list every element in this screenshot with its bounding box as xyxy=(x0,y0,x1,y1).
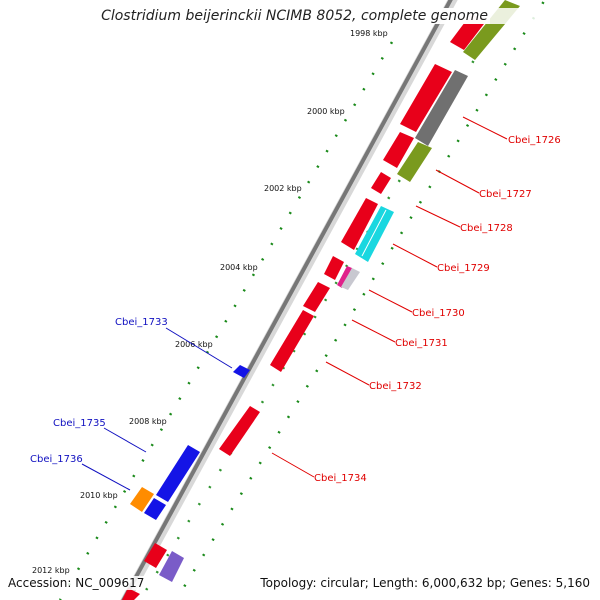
gene-feature-red[interactable] xyxy=(122,588,140,600)
gene-label-cbei-1726[interactable]: Cbei_1726 xyxy=(508,135,561,146)
gene-label-cbei-1733[interactable]: Cbei_1733 xyxy=(115,317,168,328)
gene-feature-purple[interactable] xyxy=(159,551,184,582)
tick-label: 2010 kbp xyxy=(80,491,118,500)
outer-dotted-ring xyxy=(58,41,394,600)
gene-feature-olive[interactable] xyxy=(397,142,432,182)
right-gene-labels: Cbei_1726 Cbei_1727 Cbei_1728 Cbei_1729 … xyxy=(271,116,561,484)
gene-feature-red[interactable] xyxy=(144,543,167,568)
genome-summary: Topology: circular; Length: 6,000,632 bp… xyxy=(260,576,590,590)
gene-feature-red[interactable] xyxy=(400,64,452,132)
gene-label-cbei-1736[interactable]: Cbei_1736 xyxy=(30,454,83,465)
gene-feature-blue[interactable] xyxy=(144,498,166,520)
gene-feature-magenta[interactable] xyxy=(337,266,352,288)
tick-label: 1998 kbp xyxy=(350,29,388,38)
tick-label: 2012 kbp xyxy=(32,566,70,575)
gene-feature-red[interactable] xyxy=(219,406,260,456)
gene-feature-orange[interactable] xyxy=(130,487,154,512)
gene-feature-lightgray[interactable] xyxy=(341,268,360,290)
gene-feature-blue[interactable] xyxy=(156,445,200,502)
gene-feature-blue[interactable] xyxy=(233,365,250,378)
gene-label-cbei-1730[interactable]: Cbei_1730 xyxy=(412,308,465,319)
gene-label-cbei-1732[interactable]: Cbei_1732 xyxy=(369,381,422,392)
tick-label: 2002 kbp xyxy=(264,184,302,193)
genome-backbone xyxy=(121,0,453,600)
map-title: Clostridium beijerinckii NCIMB 8052, com… xyxy=(0,8,600,24)
gene-feature-red[interactable] xyxy=(324,256,344,280)
gene-feature-red[interactable] xyxy=(383,132,414,168)
gene-feature-red[interactable] xyxy=(270,310,314,372)
gene-label-cbei-1731[interactable]: Cbei_1731 xyxy=(395,338,448,349)
gene-label-cbei-1734[interactable]: Cbei_1734 xyxy=(314,473,367,484)
gene-feature-cyan[interactable] xyxy=(355,206,394,262)
gene-feature-red[interactable] xyxy=(341,198,378,250)
gene-label-cbei-1729[interactable]: Cbei_1729 xyxy=(437,263,490,274)
gene-feature-red[interactable] xyxy=(303,282,330,312)
gene-feature-red[interactable] xyxy=(371,172,391,194)
tick-label: 2000 kbp xyxy=(307,107,345,116)
gene-label-cbei-1727[interactable]: Cbei_1727 xyxy=(479,189,532,200)
tick-labels: 1998 kbp 2000 kbp 2002 kbp 2004 kbp 2006… xyxy=(32,29,388,575)
gene-label-cbei-1735[interactable]: Cbei_1735 xyxy=(53,418,106,429)
tick-label: 2004 kbp xyxy=(220,263,258,272)
tick-label: 2008 kbp xyxy=(129,417,167,426)
reverse-features xyxy=(122,365,250,600)
accession-label: Accession: NC_009617 xyxy=(8,576,145,590)
left-gene-labels: Cbei_1733 Cbei_1735 Cbei_1736 xyxy=(30,317,233,491)
gene-feature-gray[interactable] xyxy=(415,70,468,146)
map-title-text: Clostridium beijerinckii NCIMB 8052, com… xyxy=(99,8,490,24)
gene-label-cbei-1728[interactable]: Cbei_1728 xyxy=(460,223,513,234)
forward-features xyxy=(219,0,520,456)
